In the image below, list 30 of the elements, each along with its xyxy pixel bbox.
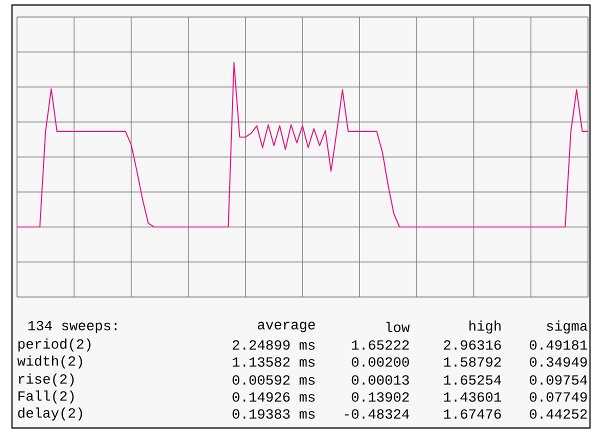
text: 134 sweeps: (28, 320, 116, 334)
text: rise(2) (18, 373, 74, 387)
text: 0.49181 (530, 340, 588, 350)
text: 0.34949 (530, 357, 587, 367)
text: -0.48324 (344, 409, 410, 419)
text: 2.96316 (444, 340, 501, 350)
text: period(2) (18, 338, 90, 352)
text: 0.44252 (530, 409, 587, 419)
text: 2.24899 ms (232, 340, 315, 350)
text: 0.00200 (352, 357, 409, 367)
text: high (469, 320, 501, 334)
text: 0.07749 (530, 392, 587, 402)
text: 1.65222 (352, 340, 409, 350)
text: 0.13902 (352, 392, 409, 402)
text: 1.43601 (444, 392, 502, 402)
text: 1.65254 (444, 375, 502, 385)
text: sigma (546, 320, 588, 334)
text: 1.67476 (444, 409, 501, 419)
text: 0.00013 (352, 375, 409, 385)
text: 0.00592 ms (232, 375, 315, 385)
text: 0.09754 (530, 375, 588, 385)
text: Fall(2) (18, 390, 74, 404)
text: low (386, 322, 410, 332)
text: width(2) (17, 355, 82, 369)
text: average (258, 322, 315, 332)
text: delay(2) (18, 407, 82, 421)
text: 0.14926 ms (232, 392, 315, 402)
text: 1.58792 (444, 357, 501, 367)
text: 0.19383 ms (232, 409, 315, 419)
text: 1.13582 ms (232, 357, 315, 367)
